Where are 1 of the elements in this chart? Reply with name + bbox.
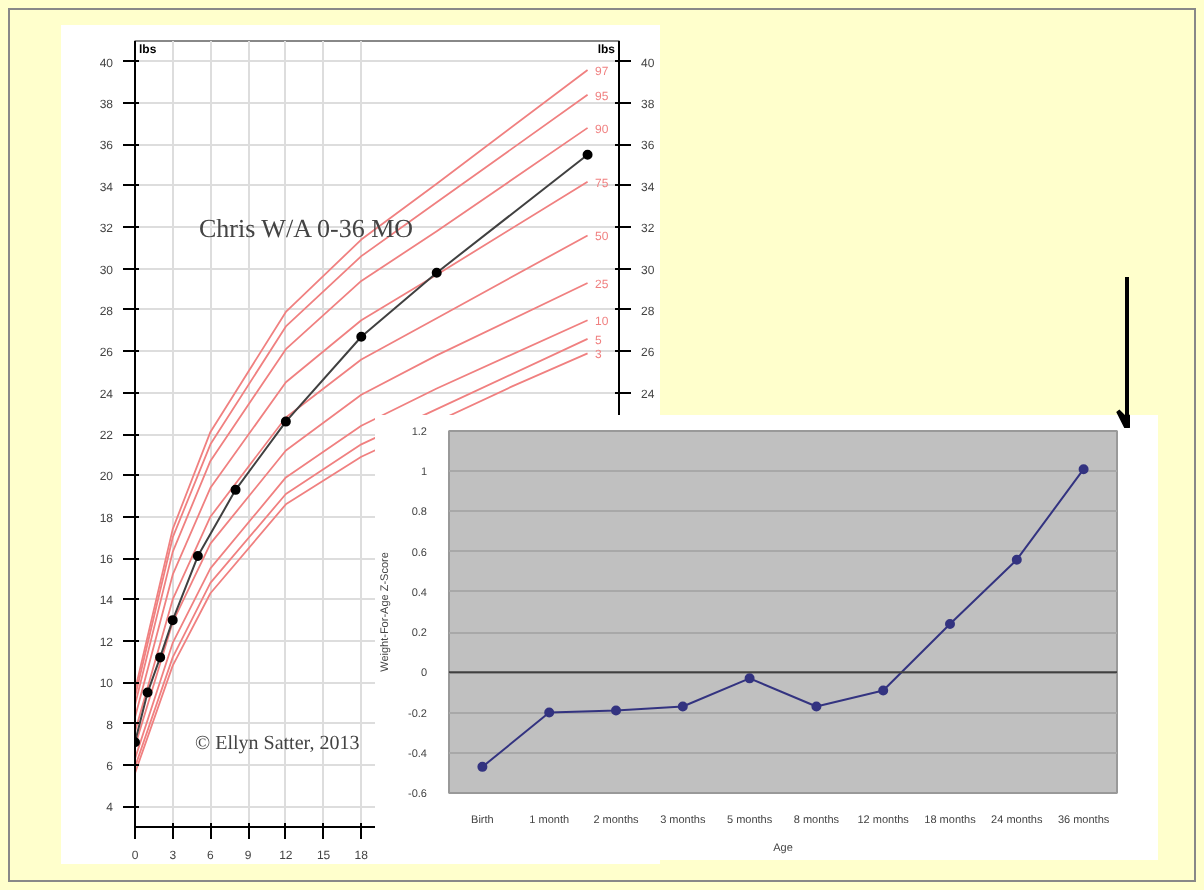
annotation: © Ellyn Satter, 2013 — [195, 733, 360, 755]
